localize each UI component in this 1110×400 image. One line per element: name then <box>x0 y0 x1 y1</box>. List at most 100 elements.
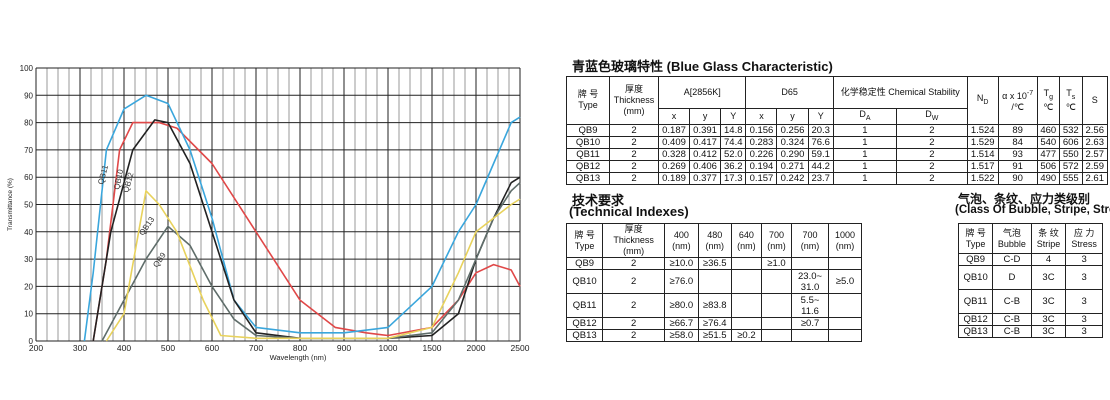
table-cell: 0.328 <box>657 147 691 161</box>
table-cell: 2 <box>602 329 666 342</box>
table-cell: QB12 <box>957 313 994 326</box>
y-tick-label: 80 <box>24 119 33 128</box>
table-cell: 477 <box>1036 147 1061 161</box>
table-header-cell: 牌 号 Type <box>565 223 604 258</box>
table-cell: QB10 <box>566 135 610 149</box>
table-cell: 2.59 <box>1081 159 1109 173</box>
table-cell: 2 <box>602 269 666 294</box>
table-row: QB10 D 3C 3 <box>957 265 1103 290</box>
y-tick-label: 10 <box>24 310 33 319</box>
x-tick-label: 500 <box>161 343 175 353</box>
table-cell: 555 <box>1059 171 1083 185</box>
table-cell: 3C <box>1030 313 1067 326</box>
x-tick-label: 300 <box>73 343 87 353</box>
table-header-cell: 700 (nm) <box>760 223 793 258</box>
table-cell: QB11 <box>565 293 604 318</box>
table-cell: 0.290 <box>776 147 809 161</box>
table-cell: 2 <box>602 317 666 330</box>
table-cell <box>730 269 762 294</box>
table-cell: 460 <box>1036 123 1061 137</box>
table-cell: QB12 <box>566 159 610 173</box>
series-line-qb10 <box>92 121 521 342</box>
table-cell: 3 <box>1065 253 1103 266</box>
table-cell <box>760 293 793 318</box>
table-cell: 2.61 <box>1081 171 1109 185</box>
table-cell: 1 <box>832 147 897 161</box>
table-row: QB10 2 ≥76.0 23.0~ 31.0 ≥5.0 <box>565 269 862 294</box>
tech-title-cn: 技术要求 <box>572 193 625 208</box>
table-cell: 2 <box>609 159 659 173</box>
x-tick-label: 2500 <box>511 343 530 353</box>
table-cell: 0.187 <box>657 123 691 137</box>
table-row: QB9 2 0.187 0.391 14.8 0.156 0.256 20.3 1 2 1.524 8… <box>566 123 1109 137</box>
table-cell: ≥76.4 <box>697 317 732 330</box>
x-tick-label: 700 <box>249 343 263 353</box>
table-cell: 606 <box>1059 135 1083 149</box>
table-cell: 2 <box>895 171 968 185</box>
table-cell: C-B <box>992 289 1032 314</box>
th-d-Y: Y <box>807 108 834 125</box>
series-line-qb13 <box>105 190 521 342</box>
table-cell: 52.0 <box>720 147 747 161</box>
table-cell: 1.514 <box>966 147 999 161</box>
table-cell: 1 <box>832 123 897 137</box>
th-thickness: 厚度 Thickness (mm) <box>609 76 659 125</box>
table-cell: 2 <box>895 159 968 173</box>
table-cell: C-B <box>992 325 1032 338</box>
table-cell: 89 <box>997 123 1038 137</box>
table-cell: 3 <box>1065 313 1103 326</box>
table-cell: ≥51.5 <box>697 329 732 342</box>
table-cell: 76.6 <box>807 135 834 149</box>
table-cell <box>828 257 862 270</box>
table-cell: 0.324 <box>776 135 809 149</box>
table-cell: QB11 <box>957 289 994 314</box>
table-cell: ≥80.0 <box>664 293 699 318</box>
table-cell: D <box>992 265 1032 290</box>
table-cell <box>828 329 862 342</box>
table-cell: 17.3 <box>720 171 747 185</box>
table-cell <box>730 317 762 330</box>
th-tg: Tg ℃ <box>1036 76 1061 125</box>
x-axis-label: Wavelength (nm) <box>270 353 327 362</box>
table-cell: 1.524 <box>966 123 999 137</box>
th-a2856: A[2856K] <box>657 76 747 109</box>
table-cell <box>791 257 830 270</box>
table-cell: 4 <box>1030 253 1067 266</box>
table-cell: 44.2 <box>807 159 834 173</box>
table-cell: 20.3 <box>807 123 834 137</box>
table-cell: 0.409 <box>657 135 691 149</box>
table-cell: 2 <box>609 123 659 137</box>
table-cell: ≥5.0 <box>828 269 862 294</box>
table-cell: 0.194 <box>745 159 778 173</box>
table-cell: 0.156 <box>745 123 778 137</box>
table-cell: 0.242 <box>776 171 809 185</box>
table-cell: 2 <box>609 135 659 149</box>
table-cell: ≥0.2 <box>730 329 762 342</box>
table-cell: 0.226 <box>745 147 778 161</box>
table-cell: 74.4 <box>720 135 747 149</box>
table-cell: 3 <box>1065 325 1103 338</box>
table-cell <box>730 257 762 270</box>
y-tick-label: 0 <box>29 337 34 346</box>
table-cell: 1 <box>832 159 897 173</box>
table-cell: 0.269 <box>657 159 691 173</box>
table-cell: 0.271 <box>776 159 809 173</box>
table-cell <box>760 317 793 330</box>
table-cell: 1.522 <box>966 171 999 185</box>
table-cell: 0.283 <box>745 135 778 149</box>
table-cell: 1 <box>832 171 897 185</box>
table-cell: 2 <box>602 257 666 270</box>
table-cell: 0.377 <box>689 171 722 185</box>
characteristic-table: 牌 号 Type 厚度 Thickness (mm) A[2856K] D65 … <box>566 76 1109 185</box>
table-row: QB10 2 0.409 0.417 74.4 0.283 0.324 76.6 1 2 1.529… <box>566 135 1109 149</box>
table-cell <box>730 293 762 318</box>
table-cell: 3 <box>1065 265 1103 290</box>
table-cell: 1.529 <box>966 135 999 149</box>
table-header-cell: 700 (nm) <box>791 223 830 258</box>
table-cell: QB13 <box>565 329 604 342</box>
th-s: S <box>1081 76 1109 125</box>
table-header-cell: 牌 号 Type <box>957 223 994 254</box>
y-tick-label: 20 <box>24 282 33 291</box>
table-row: QB11 C-B 3C 3 <box>957 289 1103 314</box>
table-cell: 84 <box>997 135 1038 149</box>
